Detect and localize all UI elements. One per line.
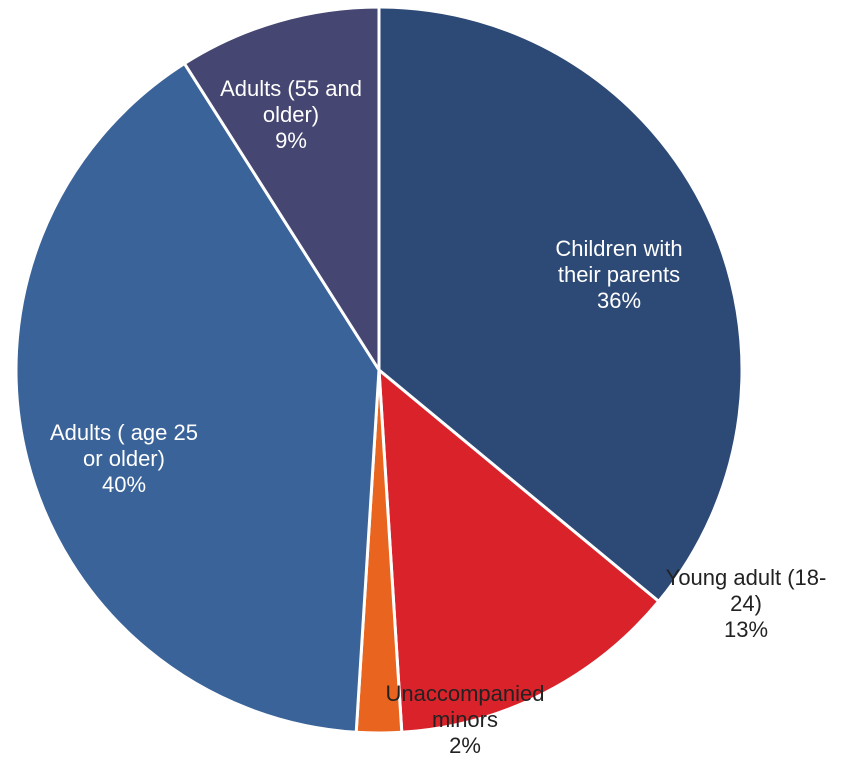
slice-category-label: older): [263, 102, 319, 127]
slice-category-label: Unaccompanied: [386, 681, 545, 706]
slice-category-label: their parents: [558, 262, 680, 287]
pie-slice-1: [377, 366, 661, 734]
slice-category-label: minors: [432, 707, 498, 732]
slice-value-label: 36%: [597, 288, 641, 313]
slice-label-2: Unaccompanied minors 2%: [386, 681, 545, 758]
slice-category-label: 24): [730, 591, 762, 616]
pie-slice-0: [377, 5, 744, 604]
pie-slice-3: [14, 61, 381, 734]
slice-category-label: Young adult (18-: [666, 565, 827, 590]
pie-slices: [14, 5, 744, 735]
slice-label-0: Children with their parents 36%: [555, 236, 682, 313]
pie-labels: Children with their parents 36% Young adult…: [50, 76, 826, 758]
pie-slice-4: [182, 5, 381, 376]
slice-label-4: Adults (55 and older) 9%: [220, 76, 362, 153]
slice-category-label: Children with: [555, 236, 682, 261]
slice-category-label: Adults (55 and: [220, 76, 362, 101]
slice-value-label: 9%: [275, 128, 307, 153]
slice-category-label: or older): [83, 446, 165, 471]
slice-label-1: Young adult (18-24) 13%: [666, 565, 827, 642]
slice-category-label: Adults ( age 25: [50, 420, 198, 445]
slice-value-label: 2%: [449, 733, 481, 758]
slice-value-label: 13%: [724, 617, 768, 642]
slice-label-3: Adults ( age 25 or older) 40%: [50, 420, 198, 497]
slice-value-label: 40%: [102, 472, 146, 497]
